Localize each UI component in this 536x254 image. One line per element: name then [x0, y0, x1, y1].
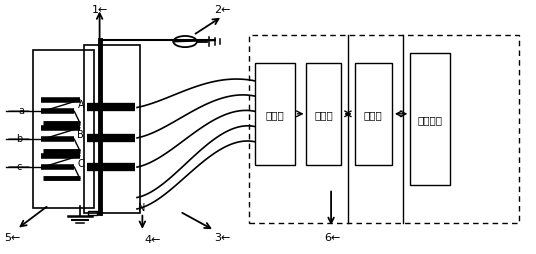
Text: a: a — [19, 106, 25, 116]
Text: 4←: 4← — [145, 234, 161, 244]
Text: 1←: 1← — [92, 5, 108, 14]
Text: 锂电池组: 锂电池组 — [418, 115, 443, 124]
Text: A: A — [78, 99, 84, 109]
Text: 5←: 5← — [4, 232, 21, 242]
Text: C: C — [77, 159, 84, 169]
Bar — [307, 64, 341, 165]
Text: 逆变器: 逆变器 — [364, 109, 383, 119]
Text: B: B — [77, 130, 84, 139]
Text: 工控机: 工控机 — [315, 109, 333, 119]
Text: 采集卡: 采集卡 — [265, 109, 284, 119]
Bar — [410, 54, 450, 185]
Text: 6←: 6← — [324, 232, 340, 242]
Text: 2←: 2← — [214, 5, 231, 14]
Bar — [33, 51, 94, 208]
Bar — [84, 46, 140, 213]
Text: c: c — [17, 161, 22, 171]
Text: b: b — [16, 133, 22, 143]
Bar — [88, 211, 97, 215]
Bar — [355, 64, 392, 165]
Bar — [249, 36, 519, 223]
Text: 3←: 3← — [214, 232, 230, 242]
Text: N: N — [138, 202, 145, 212]
Bar — [255, 64, 295, 165]
